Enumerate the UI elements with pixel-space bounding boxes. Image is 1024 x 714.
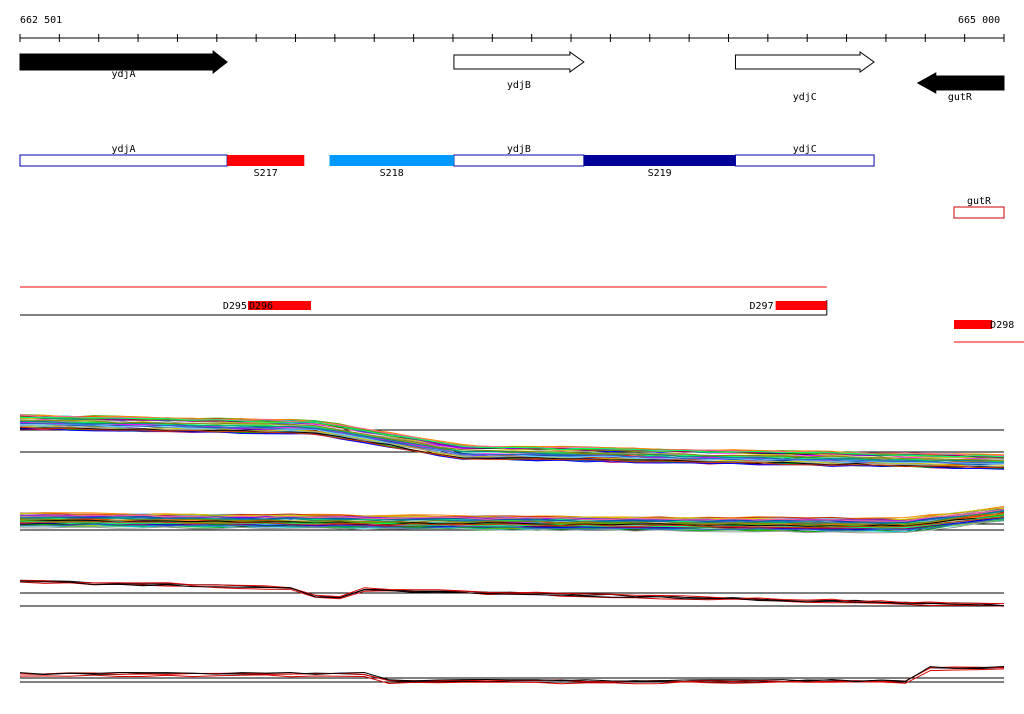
- gene-label-gutR: gutR: [948, 92, 973, 103]
- gene-arrow-ydjA: [19, 49, 228, 75]
- profile-panel-4: [19, 666, 1005, 685]
- profile-series-line: [19, 419, 1005, 462]
- transcript-label-ydjC: ydjC: [793, 144, 817, 155]
- transcript-ydjB: [453, 154, 585, 167]
- promoter-label-D296: D296: [249, 301, 273, 312]
- profile-series-line: [19, 581, 1005, 607]
- transcript-ydjA: [19, 154, 228, 167]
- segment-label-S217: S217: [254, 168, 278, 179]
- profile-series-line: [19, 414, 1005, 456]
- profile-series-line: [19, 416, 1005, 458]
- promoter-label-D295: D295: [223, 301, 247, 312]
- transcript-gutR: [953, 206, 1005, 219]
- profile-series-line: [20, 580, 1005, 605]
- segment-label-S218: S218: [380, 168, 404, 179]
- expression-profiles: [19, 414, 1005, 685]
- profile-series-line: [20, 423, 1005, 464]
- segment-label-S219: S219: [648, 168, 672, 179]
- profile-series-line: [19, 666, 1005, 682]
- profile-series-line: [19, 516, 1005, 529]
- ruler-start-label: 662 501: [20, 15, 62, 26]
- profile-series-line: [19, 509, 1005, 524]
- promoter-D298: [953, 320, 993, 329]
- segment-S219: [583, 155, 736, 166]
- promoter-label-D297: D297: [750, 301, 774, 312]
- transcript-label-ydjA: ydjA: [112, 144, 136, 155]
- promoter-track: D295 D296 D297 D298: [20, 286, 1024, 343]
- profile-series-line: [19, 668, 1005, 685]
- gene-label-ydjC: ydjC: [793, 92, 817, 103]
- promoter-D297: [775, 301, 827, 310]
- transcript-label-gutR: gutR: [967, 196, 992, 207]
- ruler-ticks: [19, 34, 1005, 42]
- gene-track: ydjA ydjB ydjC gutR: [19, 49, 1005, 103]
- gene-arrow-ydjB: [453, 51, 585, 73]
- gene-label-ydjA: ydjA: [112, 69, 136, 80]
- profile-series-line: [19, 425, 1005, 468]
- profile-series-line: [19, 520, 1005, 534]
- transcript-track: ydjA ydjB ydjC gutR S217 S218 S219: [19, 144, 1005, 219]
- segment-S218: [329, 155, 454, 166]
- profile-series-line: [19, 513, 1005, 526]
- profile-panel-3: [19, 579, 1005, 607]
- profile-series-line: [19, 517, 1005, 532]
- gene-arrow-ydjC: [734, 51, 875, 73]
- profile-series-line: [20, 420, 1005, 462]
- transcript-label-ydjB: ydjB: [507, 144, 531, 155]
- profile-panel-1: [19, 414, 1005, 470]
- profile-series-line: [19, 514, 1005, 528]
- profile-series-line: [19, 509, 1005, 522]
- gene-label-ydjB: ydjB: [507, 80, 531, 91]
- profile-panel-2: [19, 505, 1005, 534]
- promoter-label-D298: D298: [990, 320, 1014, 331]
- ruler-end-label: 665 000: [958, 15, 1000, 26]
- ruler: 662 501 665 000: [19, 15, 1005, 42]
- promoter-D296: [247, 301, 311, 310]
- profile-series-line: [19, 426, 1005, 469]
- transcript-ydjC: [734, 154, 875, 167]
- gene-arrow-gutR: [916, 72, 1005, 94]
- profile-series-line: [19, 518, 1005, 531]
- segment-S217: [227, 155, 305, 166]
